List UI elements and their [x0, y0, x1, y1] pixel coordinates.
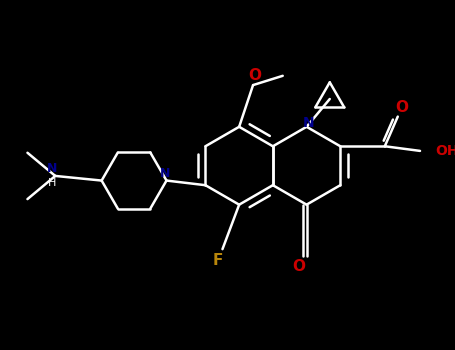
Text: O: O	[293, 259, 306, 274]
Text: N: N	[159, 167, 170, 180]
Text: H: H	[48, 178, 57, 188]
Text: O: O	[248, 68, 262, 83]
Text: OH: OH	[435, 144, 455, 158]
Text: O: O	[395, 100, 408, 115]
Text: N: N	[303, 116, 314, 130]
Text: F: F	[212, 253, 223, 268]
Text: N: N	[47, 162, 58, 175]
